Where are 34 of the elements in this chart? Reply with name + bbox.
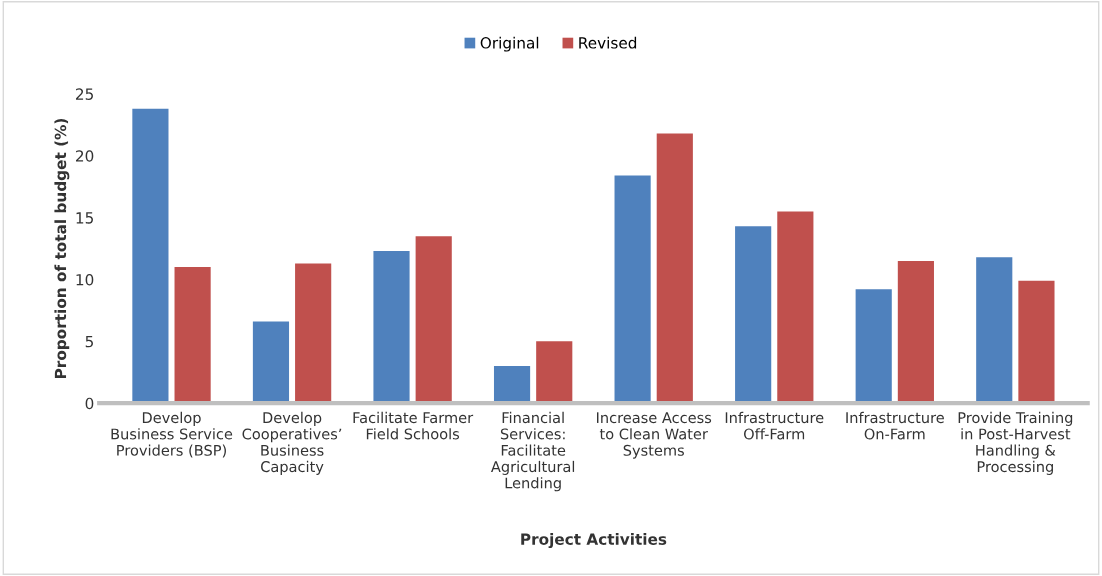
x-tick-label: Financial Services: Facilitate Agricultural Lending — [491, 411, 575, 492]
x-tick-label: Develop Business Service Providers (BSP) — [111, 411, 233, 458]
bar — [536, 341, 573, 404]
bar — [493, 366, 531, 404]
x-tick-label: Infrastructure On-Farm — [846, 411, 944, 440]
x-axis-title: Project Activities — [521, 533, 667, 549]
y-axis-title: Proportion of total budget (%) — [54, 118, 70, 379]
bar — [132, 108, 169, 404]
bar — [252, 321, 290, 404]
bar — [174, 267, 211, 404]
x-tick-label: Increase Access to Clean Water Systems — [597, 412, 712, 459]
y-tick-label: 15 — [76, 212, 93, 224]
bar — [614, 175, 651, 404]
bar — [777, 211, 814, 404]
bar — [295, 263, 332, 404]
x-tick-label: Develop Cooperatives’ Business Capacity — [242, 411, 342, 475]
bar — [735, 226, 772, 404]
bar — [855, 289, 892, 404]
bar — [897, 260, 934, 404]
y-tick-label: 20 — [76, 150, 94, 162]
y-tick-label: 5 — [85, 336, 93, 348]
bar — [415, 236, 452, 404]
y-tick-label: 0 — [85, 397, 94, 410]
bar — [656, 133, 693, 404]
x-tick-label: Facilitate Farmer Field Schools — [353, 411, 474, 440]
bar — [373, 251, 410, 404]
x-tick-label: Provide Training in Post-Harvest Handling & Processing — [958, 411, 1073, 475]
legend-label: Original — [480, 36, 539, 52]
y-tick-label: 25 — [76, 88, 93, 100]
x-tick-label: Infrastructure Off-Farm — [725, 411, 824, 440]
bar — [976, 257, 1013, 404]
y-tick-label: 10 — [76, 273, 94, 286]
legend-label: Revised — [579, 36, 637, 49]
bar — [1018, 280, 1055, 404]
